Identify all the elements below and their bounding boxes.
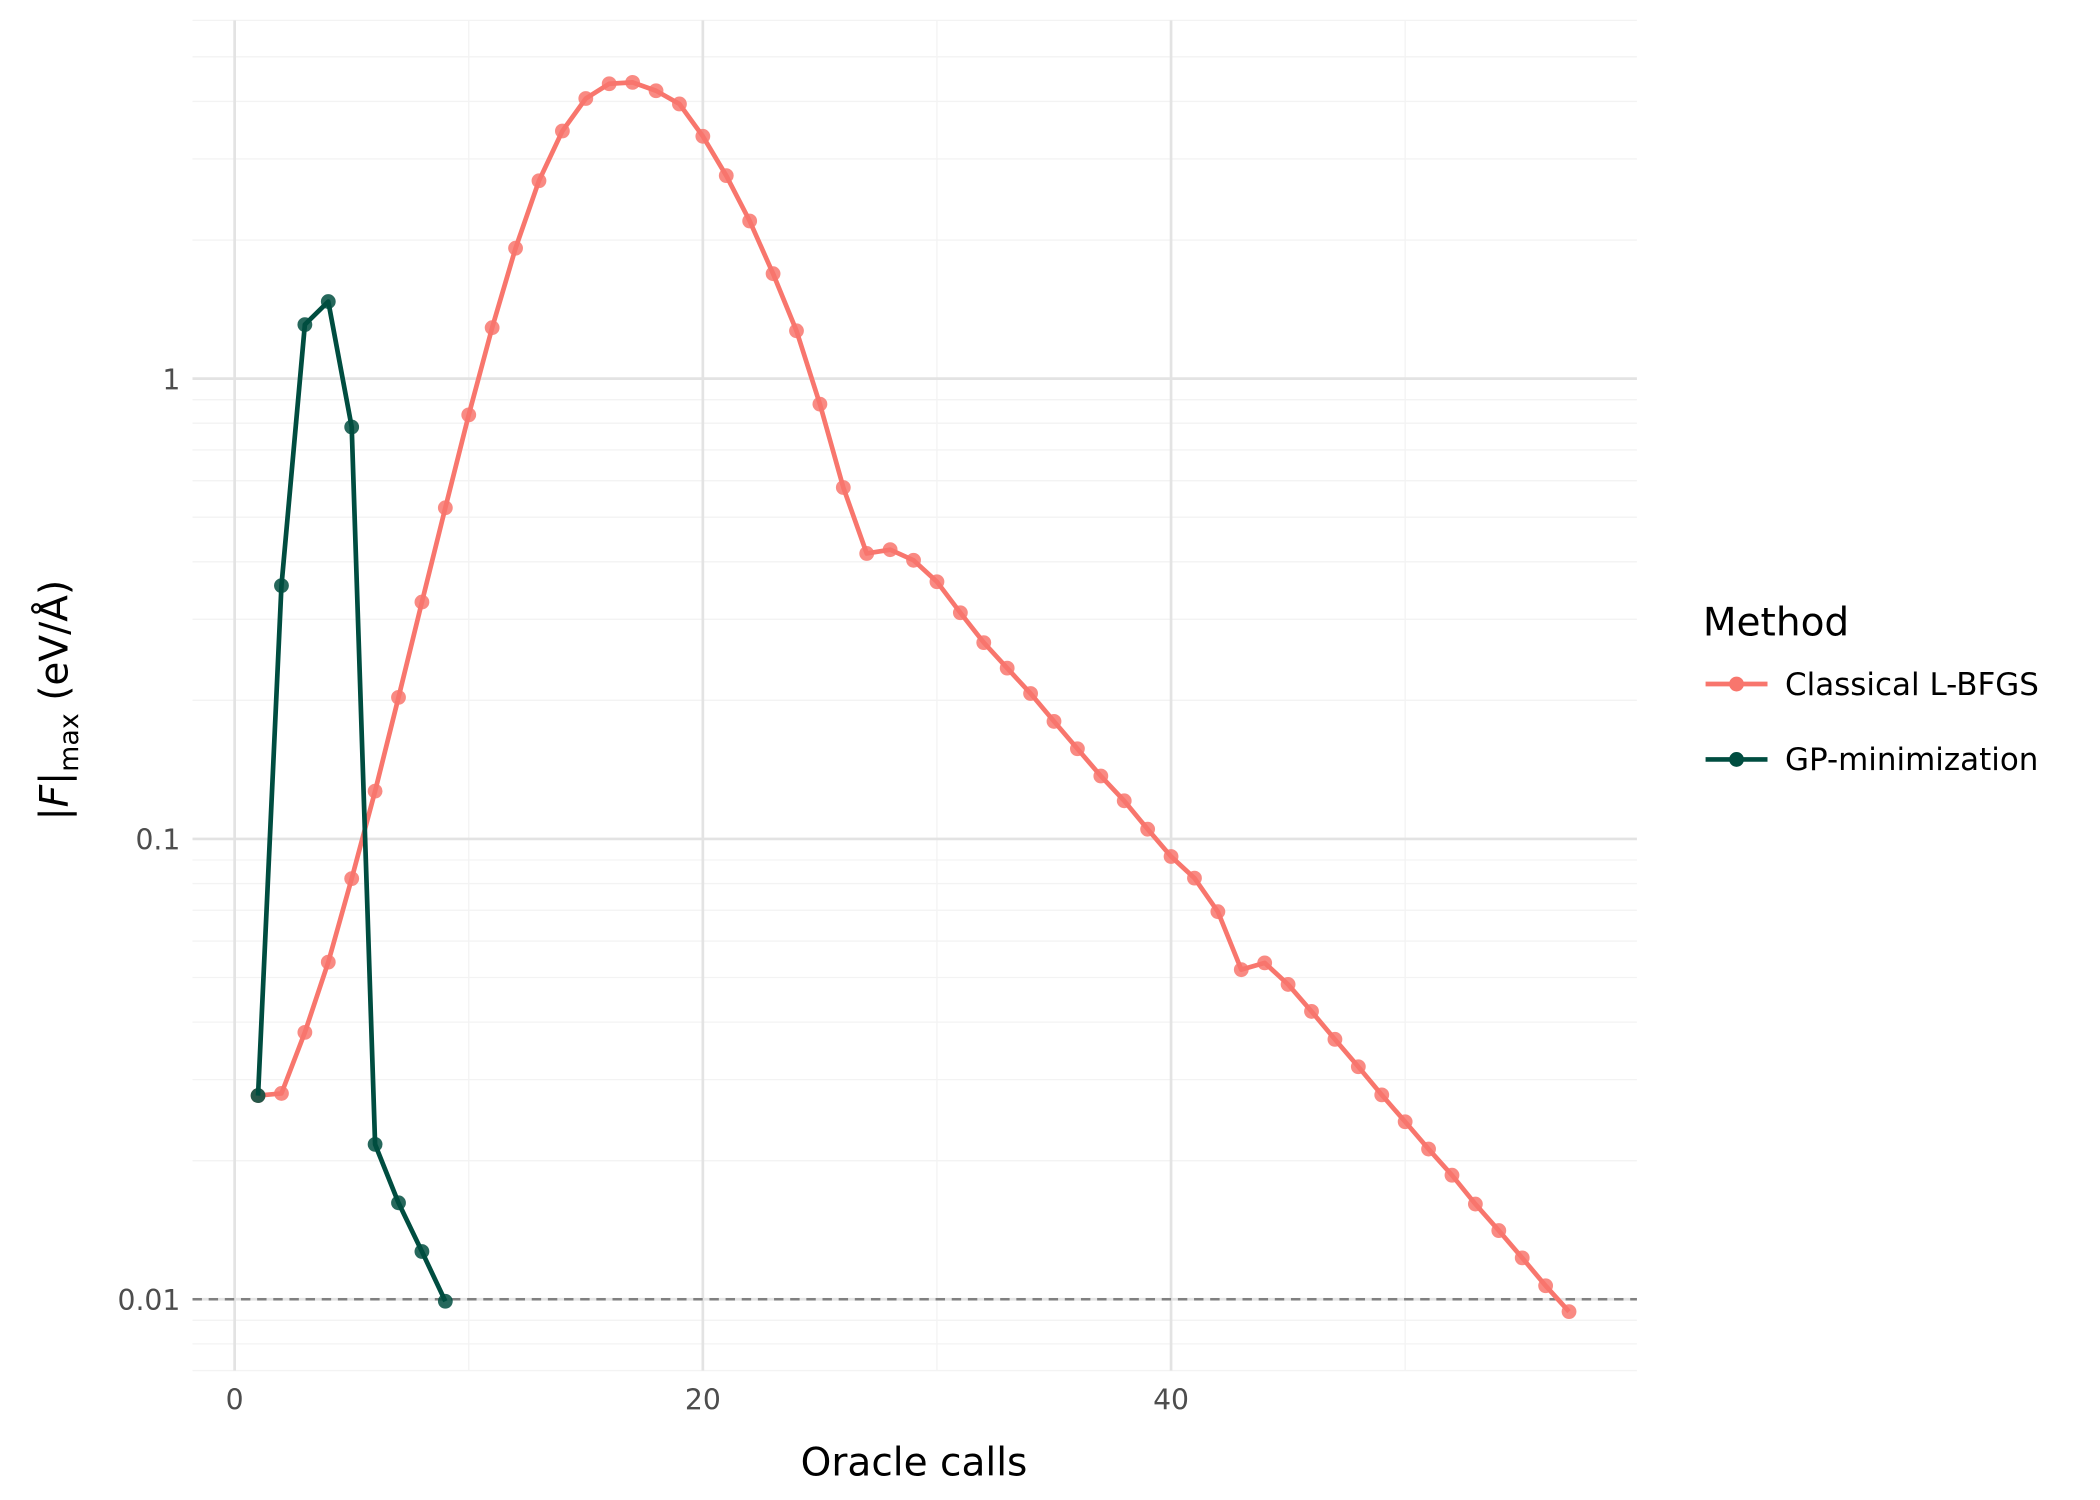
data-point <box>437 1293 453 1309</box>
legend-key-point <box>1729 752 1744 767</box>
x-tick-label: 40 <box>1153 1384 1189 1417</box>
data-point <box>274 1086 289 1101</box>
data-point <box>391 689 406 705</box>
data-point <box>344 871 360 887</box>
series-line <box>255 299 448 1303</box>
legend-item: GP-minimization <box>1705 742 2038 778</box>
data-point <box>882 542 898 558</box>
data-point <box>1140 821 1156 837</box>
data-point <box>1304 1004 1319 1019</box>
y-tick-label: 0.1 <box>135 824 180 857</box>
series-gp-minimization <box>250 294 453 1309</box>
y-axis-title-main: |F| <box>32 772 77 821</box>
data-point <box>1327 1031 1343 1047</box>
data-point <box>1467 1196 1483 1212</box>
legend-label: GP-minimization <box>1785 742 2038 778</box>
legend-title: Method <box>1703 601 1849 646</box>
data-point <box>1491 1223 1507 1238</box>
y-axis-title: |F|max (eV/Å) <box>30 580 85 821</box>
data-point <box>578 91 594 106</box>
data-point <box>1421 1141 1436 1157</box>
data-point <box>320 954 336 970</box>
data-point <box>484 320 500 336</box>
data-point <box>742 213 758 229</box>
data-point <box>344 419 360 435</box>
data-point <box>297 1024 313 1040</box>
data-point <box>414 1244 430 1259</box>
data-point <box>906 552 921 568</box>
data-point <box>648 83 664 99</box>
series-classical-l-bfgs <box>250 74 1577 1320</box>
data-point <box>672 96 687 112</box>
data-point <box>1070 741 1085 757</box>
y-tick-label: 1 <box>162 363 180 396</box>
x-axis-ticks: 0 20 40 <box>226 1384 1189 1417</box>
data-point <box>952 605 968 621</box>
data-point <box>1233 962 1249 978</box>
y-axis-ticks: 0.01 0.1 1 <box>117 363 180 1317</box>
x-tick-label: 20 <box>685 1384 721 1417</box>
data-point <box>1046 714 1062 729</box>
data-point <box>929 574 945 590</box>
series-layer <box>250 74 1577 1320</box>
legend-key-point <box>1729 676 1744 692</box>
legend-item: Classical L-BFGS <box>1705 667 2039 703</box>
data-point <box>789 323 804 339</box>
data-point <box>508 240 523 256</box>
data-point <box>765 266 781 282</box>
y-axis-title-sub: max <box>54 713 85 772</box>
y-tick-label: 0.01 <box>117 1284 180 1317</box>
series-line <box>257 80 1571 1314</box>
data-point <box>250 1088 266 1103</box>
data-point <box>437 500 453 516</box>
data-point <box>976 635 992 650</box>
data-point <box>1257 955 1273 971</box>
data-point <box>1514 1250 1530 1266</box>
data-point <box>1397 1114 1413 1130</box>
data-point <box>695 128 711 144</box>
legend: Method Classical L-BFGS GP-minimization <box>1703 601 2039 779</box>
data-point <box>461 407 477 423</box>
data-point <box>1538 1278 1554 1294</box>
data-point <box>1023 686 1038 701</box>
data-point <box>1187 870 1202 886</box>
x-axis-title: Oracle calls <box>801 1441 1028 1486</box>
data-point <box>297 317 313 333</box>
data-point <box>391 1195 406 1211</box>
y-axis-title-units: (eV/Å) <box>30 580 77 713</box>
data-point <box>320 294 336 309</box>
data-point <box>1561 1304 1577 1320</box>
grid <box>192 19 1637 1372</box>
legend-label: Classical L-BFGS <box>1785 667 2039 703</box>
data-point <box>1444 1167 1460 1183</box>
data-point <box>812 396 828 412</box>
data-point <box>718 168 734 184</box>
data-point <box>1116 793 1132 809</box>
data-point <box>835 480 851 495</box>
data-point <box>1350 1059 1366 1075</box>
data-point <box>1210 904 1226 920</box>
data-point <box>531 173 547 189</box>
data-point <box>1163 849 1179 864</box>
data-point <box>1093 768 1109 784</box>
data-point <box>625 74 641 90</box>
x-tick-label: 0 <box>226 1384 244 1417</box>
data-point <box>367 783 383 799</box>
data-point <box>367 1136 383 1152</box>
data-point <box>1280 977 1296 992</box>
data-point <box>1374 1087 1390 1103</box>
data-point <box>414 594 430 610</box>
data-point <box>554 123 570 139</box>
data-point <box>601 76 617 92</box>
data-point <box>859 546 875 561</box>
data-point <box>999 660 1015 676</box>
data-point <box>274 578 289 594</box>
